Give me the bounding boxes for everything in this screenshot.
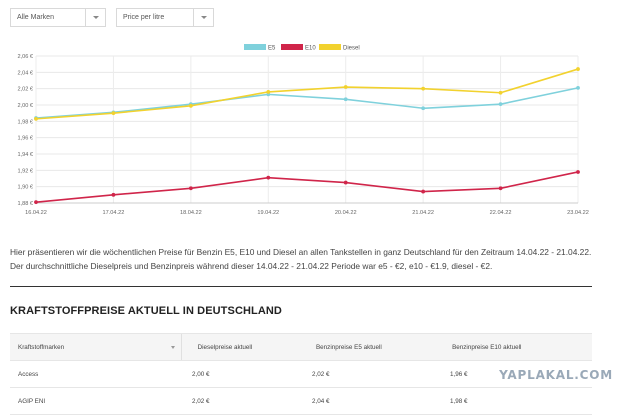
- e5-price-cell: 2,04 €: [312, 397, 330, 405]
- y-tick-label: 2,02 €: [17, 87, 33, 93]
- data-point-diesel: [34, 116, 38, 121]
- price-description: Hier präsentieren wir die wöchentlichen …: [10, 245, 610, 273]
- data-point-diesel: [576, 67, 580, 71]
- metric-filter-value: Price per litre: [123, 14, 165, 21]
- brand-column-label: Kraftstoffmarken: [18, 343, 65, 351]
- data-point-e5: [498, 102, 503, 107]
- table-header-row: Kraftstoffmarken Dieselpreise aktuell Be…: [10, 333, 592, 361]
- watermark-text: YAPLAKAL.COM: [499, 368, 613, 382]
- data-point-diesel: [421, 86, 426, 91]
- y-tick-label: 1,98 €: [17, 119, 33, 125]
- data-point-e10: [421, 189, 426, 194]
- y-tick-label: 2,00 €: [17, 103, 33, 109]
- fuel-price-table: Kraftstoffmarken Dieselpreise aktuell Be…: [10, 333, 592, 415]
- e10-price-cell: 1,98 €: [450, 397, 468, 405]
- e5-price-cell: 2,02 €: [312, 370, 330, 378]
- brand-filter-select[interactable]: Alle Marken: [10, 8, 106, 27]
- metric-filter-select[interactable]: Price per litre: [116, 8, 214, 27]
- description-line-1: Hier präsentieren wir die wöchentlichen …: [10, 247, 592, 257]
- fuel-price-chart: 2,06 € 2,04 € 2,02 € 2,00 € 1,98 € 1,96 € 1,94…: [17, 44, 589, 216]
- y-tick-label: 2,06 €: [17, 54, 33, 60]
- series-line-e10: [35, 171, 579, 203]
- x-tick-label: 17.04.22: [103, 210, 125, 216]
- data-point-e10: [188, 186, 193, 191]
- x-tick-label: 16.04.22: [25, 210, 47, 216]
- brand-cell: Access: [18, 370, 39, 378]
- legend-label-e5: E5: [268, 46, 276, 52]
- data-point-e10: [266, 175, 271, 180]
- x-tick-label: 22.04.22: [490, 210, 512, 216]
- data-point-e5: [421, 106, 426, 111]
- chevron-down-icon: [193, 9, 213, 26]
- x-tick-label: 20.04.22: [335, 210, 357, 216]
- e5-column-header: Benzinpreise E5 aktuell: [315, 343, 382, 351]
- diesel-column-header: Dieselpreise aktuell: [197, 343, 253, 351]
- x-tick-label: 21.04.22: [412, 210, 434, 216]
- brand-column-header[interactable]: Kraftstoffmarken: [10, 334, 182, 360]
- data-point-e5: [576, 85, 580, 90]
- legend-label-e10: E10: [305, 46, 316, 52]
- x-tick-label: 19.04.22: [257, 210, 279, 216]
- series-line-diesel: [35, 68, 579, 120]
- data-point-e5: [343, 97, 348, 102]
- data-point-e10: [343, 180, 348, 185]
- sort-caret-icon: [170, 345, 175, 349]
- brand-cell: AGIP ENI: [18, 397, 46, 405]
- x-tick-label: 18.04.22: [180, 210, 202, 216]
- x-tick-label: 23.04.22: [567, 210, 589, 216]
- y-tick-label: 1,90 €: [17, 185, 33, 191]
- data-point-diesel: [188, 103, 193, 108]
- description-line-2: Der durchschnittliche Dieselpreis und Be…: [10, 261, 493, 271]
- section-title: KRAFTSTOFFPREISE AKTUELL IN DEUTSCHLAND: [10, 305, 282, 317]
- y-tick-label: 2,04 €: [17, 70, 33, 76]
- data-point-diesel: [266, 90, 271, 94]
- legend-label-diesel: Diesel: [343, 46, 360, 52]
- y-tick-label: 1,92 €: [17, 168, 33, 174]
- data-point-diesel: [111, 111, 116, 116]
- data-point-diesel: [343, 85, 348, 89]
- diesel-price-cell: 2,02 €: [192, 397, 210, 405]
- e10-price-cell: 1,96 €: [450, 370, 468, 378]
- y-tick-label: 1,88 €: [17, 201, 33, 207]
- table-row: AGIP ENI 2,02 € 2,04 € 1,98 €: [10, 388, 592, 415]
- section-divider: [10, 286, 592, 287]
- y-tick-label: 1,96 €: [17, 136, 33, 142]
- chevron-down-icon: [85, 9, 105, 26]
- series-line-e5: [35, 87, 579, 119]
- legend-swatch-e10: [281, 44, 303, 50]
- table-row: Access 2,00 € 2,02 € 1,96 €: [10, 361, 592, 388]
- data-point-e10: [498, 186, 503, 191]
- legend-swatch-e5: [244, 44, 266, 50]
- e10-column-header: Benzinpreise E10 aktuell: [452, 343, 522, 351]
- data-point-e10: [34, 200, 38, 205]
- y-tick-label: 1,94 €: [17, 152, 33, 158]
- legend-swatch-diesel: [319, 44, 341, 50]
- data-point-diesel: [498, 90, 503, 95]
- diesel-price-cell: 2,00 €: [192, 370, 210, 378]
- data-point-e10: [111, 192, 116, 197]
- brand-filter-value: Alle Marken: [17, 14, 54, 21]
- data-point-e10: [576, 170, 580, 174]
